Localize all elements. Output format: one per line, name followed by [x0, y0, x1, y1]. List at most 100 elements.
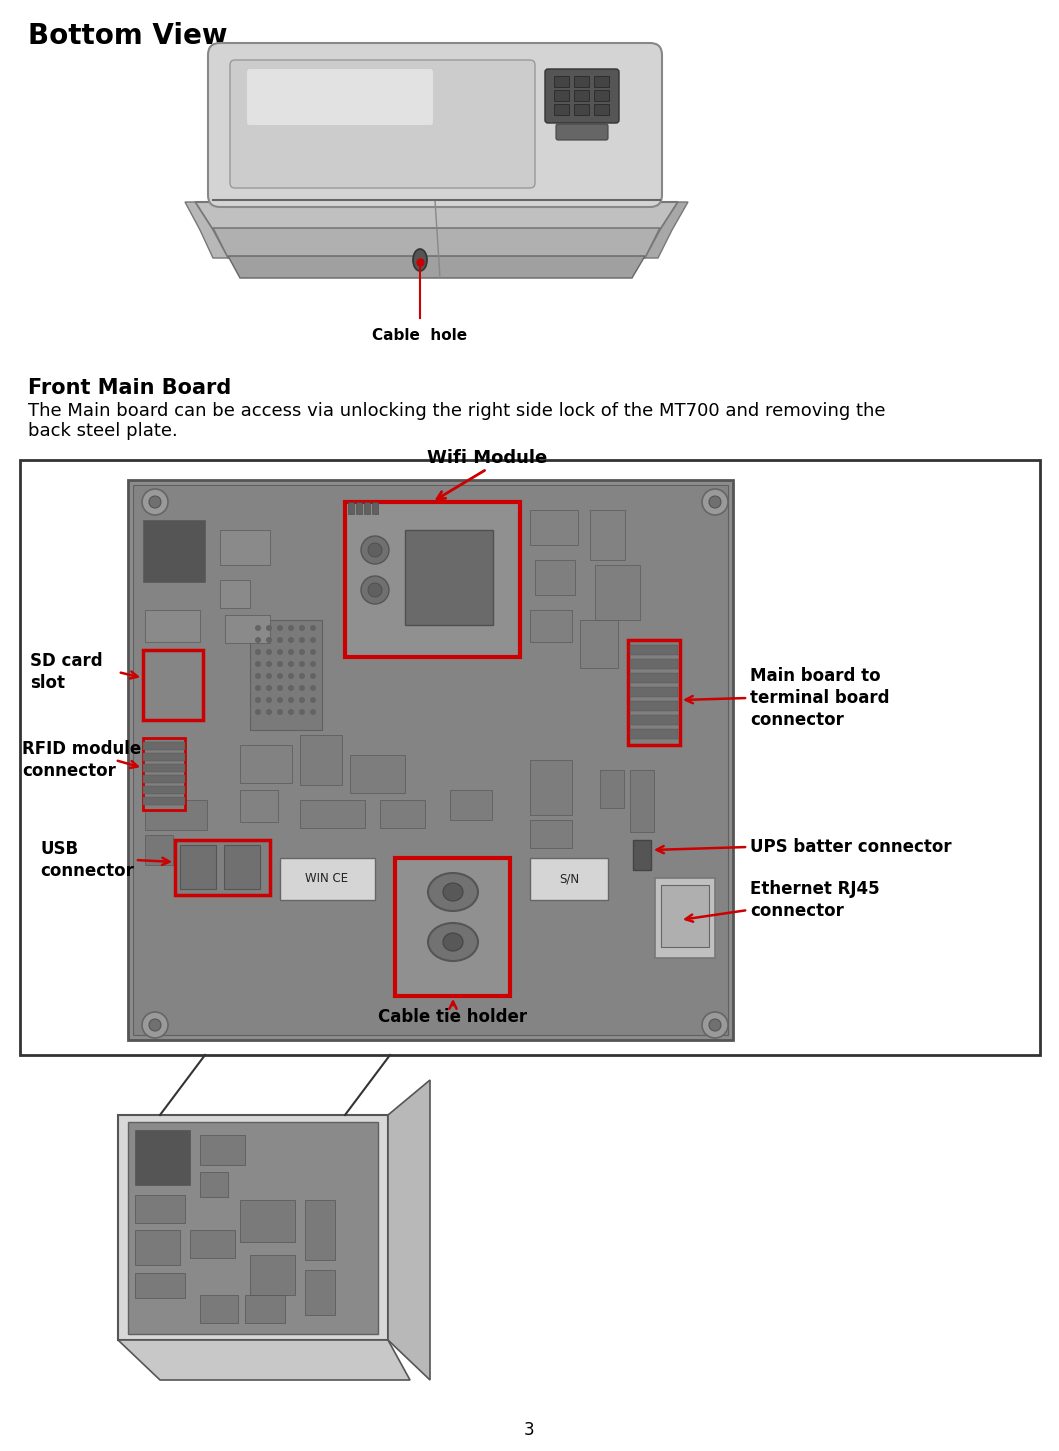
Bar: [630, 686, 678, 696]
Bar: [180, 844, 216, 889]
Bar: [133, 485, 728, 1035]
Bar: [630, 673, 678, 683]
Ellipse shape: [266, 710, 272, 715]
Polygon shape: [195, 202, 678, 231]
Ellipse shape: [299, 710, 305, 715]
Bar: [600, 770, 624, 808]
Ellipse shape: [299, 696, 305, 702]
Bar: [372, 502, 378, 514]
Bar: [250, 1255, 295, 1294]
Bar: [574, 90, 589, 102]
FancyBboxPatch shape: [556, 123, 608, 139]
Ellipse shape: [428, 874, 478, 911]
Polygon shape: [228, 255, 645, 279]
Bar: [128, 480, 733, 1040]
Ellipse shape: [266, 673, 272, 679]
Bar: [380, 800, 425, 829]
Bar: [574, 75, 589, 87]
Polygon shape: [388, 1080, 430, 1380]
Bar: [143, 797, 185, 805]
Bar: [580, 620, 618, 667]
Bar: [225, 615, 270, 643]
Text: WIN CE: WIN CE: [305, 872, 348, 885]
Ellipse shape: [142, 489, 168, 515]
Polygon shape: [185, 202, 228, 258]
Bar: [145, 609, 200, 641]
Bar: [630, 715, 678, 726]
Bar: [530, 858, 608, 900]
Bar: [240, 744, 292, 784]
Text: Cable  hole: Cable hole: [373, 328, 468, 342]
Ellipse shape: [266, 685, 272, 691]
Bar: [143, 765, 185, 772]
Ellipse shape: [361, 535, 389, 564]
Ellipse shape: [299, 625, 305, 631]
Bar: [554, 75, 569, 87]
Bar: [175, 840, 270, 895]
Text: UPS batter connector: UPS batter connector: [750, 839, 952, 856]
Text: SD card
slot: SD card slot: [30, 651, 103, 692]
Bar: [630, 646, 678, 654]
Bar: [240, 789, 279, 823]
Bar: [530, 820, 572, 847]
Bar: [656, 878, 715, 958]
Ellipse shape: [255, 696, 261, 702]
Bar: [134, 1230, 180, 1265]
Polygon shape: [118, 1341, 410, 1380]
Text: Bottom View: Bottom View: [28, 22, 228, 49]
Bar: [594, 75, 609, 87]
Bar: [143, 786, 185, 794]
Ellipse shape: [255, 662, 261, 667]
Ellipse shape: [277, 649, 283, 654]
Bar: [118, 1114, 388, 1341]
Ellipse shape: [702, 489, 728, 515]
Ellipse shape: [299, 685, 305, 691]
Ellipse shape: [255, 637, 261, 643]
Bar: [554, 90, 569, 102]
Bar: [530, 509, 578, 546]
Bar: [200, 1172, 228, 1197]
Ellipse shape: [299, 649, 305, 654]
Bar: [300, 800, 365, 829]
Text: Front Main Board: Front Main Board: [28, 379, 231, 398]
Bar: [345, 502, 520, 657]
Ellipse shape: [310, 673, 316, 679]
Ellipse shape: [255, 685, 261, 691]
Ellipse shape: [277, 696, 283, 702]
Ellipse shape: [288, 625, 294, 631]
Ellipse shape: [310, 649, 316, 654]
Bar: [143, 753, 185, 760]
Text: The Main board can be access via unlocking the right side lock of the MT700 and : The Main board can be access via unlocki…: [28, 402, 885, 419]
Bar: [134, 1273, 185, 1299]
Ellipse shape: [288, 710, 294, 715]
Bar: [225, 844, 261, 889]
Ellipse shape: [310, 696, 316, 702]
Bar: [574, 104, 589, 115]
Bar: [143, 519, 205, 582]
Bar: [300, 736, 342, 785]
Ellipse shape: [708, 496, 721, 508]
Ellipse shape: [255, 649, 261, 654]
Bar: [661, 885, 708, 948]
Ellipse shape: [310, 685, 316, 691]
Ellipse shape: [310, 662, 316, 667]
Bar: [200, 1135, 245, 1165]
Ellipse shape: [367, 543, 382, 557]
Text: Ethernet RJ45
connector: Ethernet RJ45 connector: [750, 879, 880, 920]
Ellipse shape: [443, 933, 463, 950]
Ellipse shape: [266, 662, 272, 667]
Ellipse shape: [299, 662, 305, 667]
Ellipse shape: [255, 625, 261, 631]
Bar: [450, 789, 492, 820]
Ellipse shape: [288, 637, 294, 643]
Ellipse shape: [255, 710, 261, 715]
Bar: [356, 502, 362, 514]
Bar: [128, 1122, 378, 1333]
Bar: [20, 460, 1040, 1055]
Ellipse shape: [310, 625, 316, 631]
Bar: [145, 834, 173, 865]
Ellipse shape: [277, 625, 283, 631]
Text: RFID module
connector: RFID module connector: [22, 740, 141, 781]
Bar: [395, 858, 510, 995]
Bar: [630, 659, 678, 669]
